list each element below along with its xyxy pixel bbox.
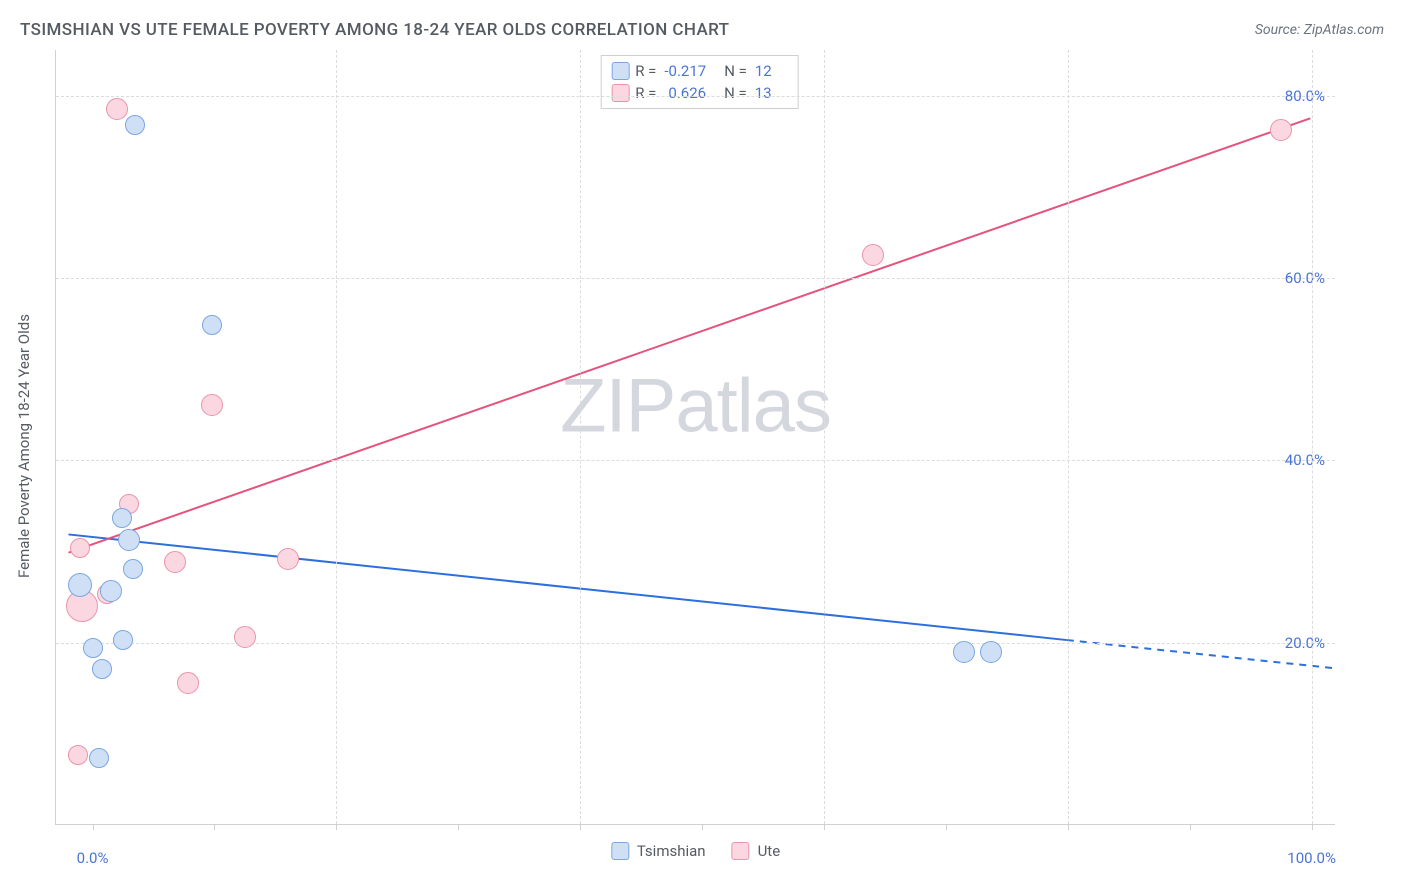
legend-r-value: 0.626 xyxy=(668,82,706,104)
bottom-legend-item-tsimshian: Tsimshian xyxy=(611,842,706,860)
gridline-v xyxy=(824,50,825,824)
x-tick-mark xyxy=(824,824,825,830)
data-point xyxy=(277,548,299,570)
x-tick-mark xyxy=(946,824,947,830)
x-tick-mark xyxy=(1068,824,1069,830)
gridline-v xyxy=(580,50,581,824)
legend-n-value: 12 xyxy=(755,60,772,82)
x-tick-label: 0.0% xyxy=(77,849,109,867)
legend-swatch-icon xyxy=(732,842,750,860)
legend-r-label: R = xyxy=(635,60,656,82)
gridline-h xyxy=(56,96,1335,97)
data-point xyxy=(953,641,975,663)
watermark-rest: atlas xyxy=(675,364,831,449)
trend-lines xyxy=(56,50,1335,824)
trend-line xyxy=(69,534,1067,640)
watermark-bold: ZIP xyxy=(560,364,675,449)
data-point xyxy=(201,394,223,416)
legend-n-label: N = xyxy=(724,82,747,104)
data-point xyxy=(164,551,186,573)
legend-stats-box: R = -0.217 N = 12 R = 0.626 N = 13 xyxy=(600,55,799,109)
data-point xyxy=(89,748,109,768)
gridline-h xyxy=(56,460,1335,461)
data-point xyxy=(112,508,132,528)
data-point xyxy=(177,672,199,694)
data-point xyxy=(980,641,1002,663)
bottom-legend-label: Ute xyxy=(758,842,781,860)
x-tick-mark xyxy=(1312,824,1313,830)
data-point xyxy=(68,745,88,765)
y-tick-label: 80.0% xyxy=(1285,87,1325,105)
legend-swatch-icon xyxy=(611,842,629,860)
legend-swatch-icon xyxy=(611,62,629,80)
source-name: ZipAtlas.com xyxy=(1304,22,1384,38)
data-point xyxy=(125,115,145,135)
y-tick-label: 60.0% xyxy=(1285,269,1325,287)
data-point xyxy=(100,580,122,602)
bottom-legend: Tsimshian Ute xyxy=(611,842,780,860)
x-tick-mark xyxy=(458,824,459,830)
x-tick-mark xyxy=(702,824,703,830)
y-tick-label: 20.0% xyxy=(1285,634,1325,652)
x-tick-mark xyxy=(214,824,215,830)
bottom-legend-label: Tsimshian xyxy=(637,842,706,860)
data-point xyxy=(68,573,92,597)
legend-n-label: N = xyxy=(724,60,747,82)
watermark: ZIPatlas xyxy=(560,363,831,450)
legend-swatch-icon xyxy=(611,84,629,102)
data-point xyxy=(83,638,103,658)
data-point xyxy=(202,315,222,335)
source-prefix: Source: xyxy=(1255,22,1304,38)
data-point xyxy=(234,626,256,648)
data-point xyxy=(106,98,128,120)
data-point xyxy=(862,244,884,266)
legend-row-tsimshian: R = -0.217 N = 12 xyxy=(611,60,784,82)
chart-title: TSIMSHIAN VS UTE FEMALE POVERTY AMONG 18… xyxy=(20,20,729,40)
correlation-chart: TSIMSHIAN VS UTE FEMALE POVERTY AMONG 18… xyxy=(0,0,1406,892)
y-axis-title: Female Poverty Among 18-24 Year Olds xyxy=(15,314,33,578)
gridline-v xyxy=(1312,50,1313,824)
y-tick-label: 40.0% xyxy=(1285,451,1325,469)
gridline-v xyxy=(336,50,337,824)
x-tick-label: 100.0% xyxy=(1287,849,1336,867)
data-point xyxy=(118,529,140,551)
trend-line xyxy=(69,118,1311,552)
legend-r-value: -0.217 xyxy=(664,60,706,82)
legend-n-value: 13 xyxy=(755,82,772,104)
data-point xyxy=(123,559,143,579)
legend-r-label: R = xyxy=(635,82,656,104)
chart-source: Source: ZipAtlas.com xyxy=(1255,22,1384,38)
data-point xyxy=(1270,119,1292,141)
bottom-legend-item-ute: Ute xyxy=(732,842,781,860)
legend-row-ute: R = 0.626 N = 13 xyxy=(611,82,784,104)
data-point xyxy=(70,538,90,558)
data-point xyxy=(92,659,112,679)
plot-area: ZIPatlas R = -0.217 N = 12 R = 0.626 N =… xyxy=(55,50,1335,825)
x-tick-mark xyxy=(580,824,581,830)
x-tick-mark xyxy=(1190,824,1191,830)
x-tick-mark xyxy=(336,824,337,830)
data-point xyxy=(113,630,133,650)
gridline-h xyxy=(56,278,1335,279)
x-tick-mark xyxy=(93,824,94,830)
gridline-v xyxy=(1068,50,1069,824)
